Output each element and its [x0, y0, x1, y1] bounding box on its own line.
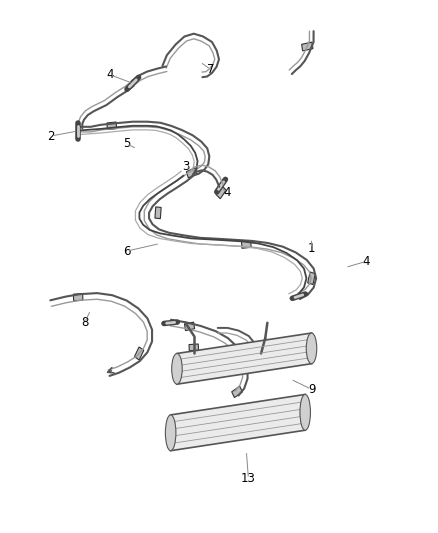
Polygon shape — [187, 168, 197, 178]
Polygon shape — [307, 272, 315, 285]
Text: 8: 8 — [81, 316, 88, 329]
Polygon shape — [155, 207, 161, 219]
Polygon shape — [134, 347, 144, 360]
Text: 4: 4 — [106, 68, 113, 81]
Ellipse shape — [300, 394, 311, 430]
Polygon shape — [216, 186, 226, 199]
Polygon shape — [107, 122, 117, 130]
Text: 4: 4 — [362, 255, 370, 268]
Polygon shape — [177, 333, 311, 384]
Text: 5: 5 — [123, 137, 130, 150]
Polygon shape — [74, 294, 83, 301]
Polygon shape — [171, 394, 305, 451]
Polygon shape — [232, 386, 243, 398]
Text: 13: 13 — [241, 472, 256, 486]
Polygon shape — [302, 42, 313, 51]
Text: 7: 7 — [207, 63, 214, 76]
Ellipse shape — [166, 415, 176, 451]
Polygon shape — [189, 344, 198, 351]
Polygon shape — [241, 241, 251, 248]
Text: 2: 2 — [47, 130, 55, 142]
Polygon shape — [184, 322, 194, 330]
Text: 4: 4 — [224, 186, 231, 199]
Text: 9: 9 — [308, 383, 315, 396]
Text: 6: 6 — [123, 245, 130, 257]
Ellipse shape — [172, 353, 182, 384]
Text: 3: 3 — [182, 160, 189, 173]
Text: 1: 1 — [308, 242, 315, 255]
Ellipse shape — [306, 333, 317, 364]
